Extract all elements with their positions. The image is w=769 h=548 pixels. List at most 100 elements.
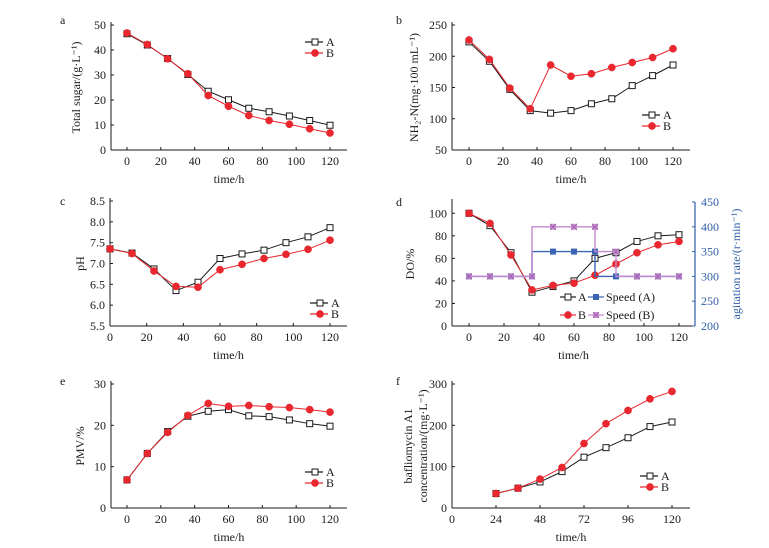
y-tick-label: 100 (429, 460, 447, 474)
data-point (163, 428, 172, 437)
x-tick-label: 80 (256, 512, 268, 526)
y-tick-label: 5.5 (90, 319, 105, 333)
y-axis-title: DO/% (403, 249, 417, 280)
legend: AB (640, 469, 670, 494)
legend-label: A (326, 465, 335, 479)
data-point (216, 265, 224, 274)
series-b (106, 236, 334, 292)
y2-tick-label: 450 (701, 195, 719, 209)
x-tick-label: 120 (321, 512, 339, 526)
data-point (326, 129, 334, 137)
data-point (238, 260, 246, 269)
legend-item: A (310, 296, 340, 310)
panel-label: b (396, 13, 402, 27)
legend-label: A (326, 35, 335, 49)
data-point (143, 449, 152, 458)
data-point-cross (465, 273, 473, 280)
series-a (123, 30, 334, 129)
data-point (624, 434, 632, 442)
y-tick-label: 7.5 (90, 236, 105, 250)
data-point (608, 95, 616, 103)
y-tick-label: 30 (94, 377, 106, 391)
x-tick-label: 0 (449, 512, 455, 526)
panel-label: c (60, 194, 65, 208)
x-axis-title: time/h (556, 172, 587, 186)
panel-f: f 0 100 200 300 0 24 48 72 96 120 time/h bafliomycin… (396, 374, 690, 544)
x-axis-title: time/h (214, 530, 245, 544)
x-tick-label: 80 (603, 330, 615, 344)
data-point (128, 249, 136, 258)
data-point (633, 248, 641, 257)
data-point (285, 120, 294, 129)
y-tick-label: 20 (94, 93, 106, 107)
x-tick-label: 48 (534, 512, 546, 526)
x-tick-label: 20 (498, 330, 510, 344)
x-tick-label: 20 (497, 154, 509, 168)
legend-swatch-marker (564, 293, 572, 301)
x-tick-label: 80 (251, 330, 263, 344)
panel-label: f (396, 374, 400, 388)
legend-label: B (326, 46, 334, 60)
data-point (282, 239, 290, 247)
data-point (546, 61, 555, 69)
legend-label: B (661, 480, 669, 494)
y-tick-label: 6.0 (90, 298, 105, 312)
data-point (607, 63, 616, 72)
x-tick-label: 20 (155, 154, 167, 168)
data-point (507, 251, 515, 259)
data-point (669, 44, 677, 53)
x-tick-label: 0 (124, 154, 130, 168)
x-tick-label: 100 (287, 154, 305, 168)
y-tick-label: 10 (94, 460, 106, 474)
legend-label: B (326, 476, 334, 490)
series-b (465, 36, 677, 113)
legend-item: B (305, 46, 334, 60)
data-point (150, 267, 158, 275)
y-tick-label: 100 (429, 206, 447, 220)
data-point (668, 387, 676, 396)
data-point (648, 53, 657, 62)
data-point (675, 231, 683, 239)
series-line (469, 250, 679, 278)
data-point (260, 254, 268, 263)
x-tick-label: 120 (663, 512, 681, 526)
y2-tick-label: 200 (701, 319, 719, 333)
data-point (602, 444, 610, 452)
x-tick-label: 40 (177, 330, 189, 344)
legend-item: A (640, 469, 670, 483)
y2-tick-label: 250 (701, 294, 719, 308)
x-tick-label: 0 (466, 330, 472, 344)
panel-label: d (396, 195, 402, 209)
x-axis-title: time/h (556, 530, 587, 544)
data-point-cross (486, 273, 494, 280)
data-point-cross (612, 248, 620, 255)
legend-item: B (560, 308, 586, 322)
legend-item: A (305, 35, 335, 49)
data-point (244, 401, 253, 410)
y-tick-label: 60 (435, 251, 447, 265)
data-point (558, 463, 566, 472)
legend-swatch-marker (646, 483, 654, 491)
data-point (304, 245, 312, 254)
legend-label: Speed (A) (606, 290, 655, 304)
data-point (123, 29, 131, 37)
legend: A Speed (A) B Speed (B) (560, 290, 655, 322)
series-line (126, 402, 331, 481)
data-point (285, 403, 294, 412)
y-tick-label: 100 (429, 112, 447, 126)
x-tick-label: 20 (141, 330, 153, 344)
legend-swatch-marker (311, 49, 319, 57)
panel-d: d 0 20 40 60 80 100 0 20 40 60 80 100 120 time/h DO/% 20… (396, 195, 743, 362)
data-point (204, 399, 213, 408)
x-tick-label: 40 (189, 512, 201, 526)
data-point (305, 405, 314, 414)
x-tick-label: 60 (565, 154, 577, 168)
x-tick-label: 100 (284, 330, 302, 344)
data-point (624, 406, 632, 415)
data-point-cross (591, 223, 599, 231)
x-tick-label: 72 (578, 512, 590, 526)
x-tick-label: 60 (223, 154, 235, 168)
y-tick-label: 0 (441, 319, 447, 333)
legend-label: B (331, 307, 339, 321)
legend: AB (305, 35, 335, 60)
